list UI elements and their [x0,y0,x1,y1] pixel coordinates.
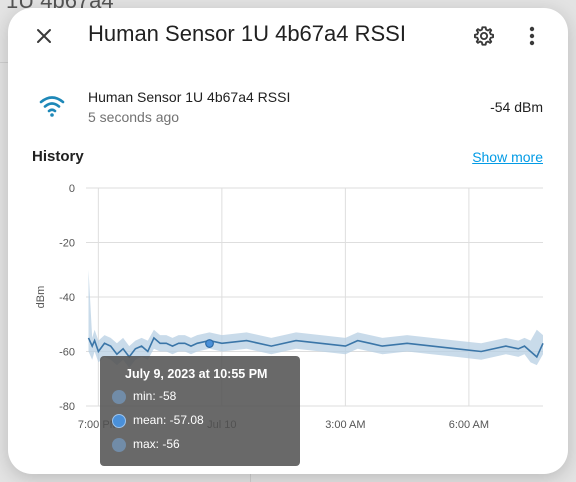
y-tick-label: -20 [59,238,75,250]
close-icon [37,29,51,43]
entity-row[interactable]: Human Sensor 1U 4b67a4 RSSI 5 seconds ag… [8,86,568,130]
y-tick-label: -60 [59,347,75,359]
min-swatch [112,390,126,404]
entity-name: Human Sensor 1U 4b67a4 RSSI [88,89,291,105]
show-more-link[interactable]: Show more [472,149,543,165]
mean-swatch [112,414,126,428]
y-tick-label: 0 [69,183,75,195]
background-divider [250,474,251,482]
y-axis-label: dBm [35,286,47,309]
min-max-band [88,269,543,368]
entity-state: -54 dBm [490,99,543,115]
more-options-button[interactable] [518,22,546,50]
tooltip-min: min: -58 [133,389,177,403]
mean-line [87,336,544,359]
close-button[interactable] [30,22,58,50]
background-divider [0,62,8,63]
chart-tooltip: July 9, 2023 at 10:55 PM min: -58 mean: … [100,356,300,466]
more-vertical-icon [529,26,535,46]
dialog-title: Human Sensor 1U 4b67a4 RSSI [88,21,406,46]
tooltip-max: max: -56 [133,437,180,451]
history-heading: History [32,148,84,165]
tooltip-title: July 9, 2023 at 10:55 PM [125,367,268,381]
x-tick-label: 3:00 AM [325,419,365,431]
gear-icon [474,26,494,46]
highlight-point [205,339,214,348]
wifi-icon [39,96,65,117]
tooltip-mean: mean: -57.08 [133,413,204,427]
more-info-dialog: Human Sensor 1U 4b67a4 RSSI Human Sensor… [8,8,568,474]
settings-button[interactable] [470,22,498,50]
y-tick-label: -80 [59,401,75,413]
max-swatch [112,438,126,452]
entity-last-changed: 5 seconds ago [88,109,180,125]
x-tick-label: 6:00 AM [449,419,489,431]
y-tick-label: -40 [59,292,75,304]
